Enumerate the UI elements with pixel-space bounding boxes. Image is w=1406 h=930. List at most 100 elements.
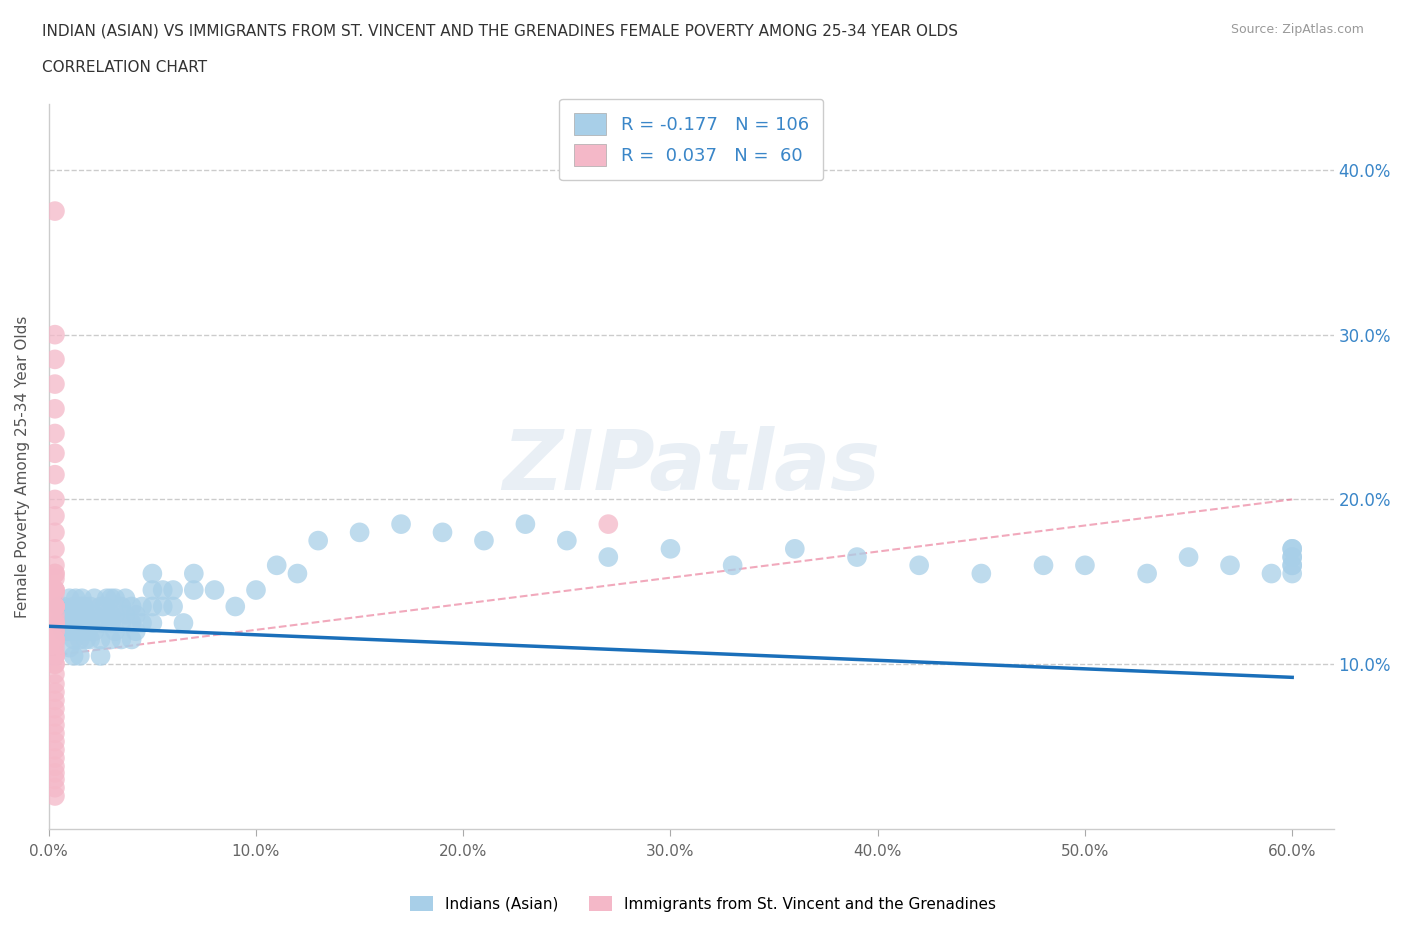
Point: [44, 402, 66, 417]
Point: [266, 558, 288, 573]
Y-axis label: Female Poverty Among 25-34 Year Olds: Female Poverty Among 25-34 Year Olds: [15, 315, 30, 618]
Point: [44, 616, 66, 631]
Point: [44, 599, 66, 614]
Point: [172, 616, 194, 631]
Point: [224, 599, 246, 614]
Point: [555, 533, 578, 548]
Point: [432, 525, 454, 539]
Point: [83, 607, 105, 622]
Point: [44, 645, 66, 660]
Point: [141, 616, 163, 631]
Point: [62, 648, 84, 663]
Point: [287, 566, 309, 581]
Point: [121, 599, 143, 614]
Point: [44, 204, 66, 219]
Point: [56, 624, 79, 639]
Legend: R = -0.177   N = 106, R =  0.037   N =  60: R = -0.177 N = 106, R = 0.037 N = 60: [560, 99, 823, 180]
Point: [44, 789, 66, 804]
Point: [90, 599, 112, 614]
Point: [44, 648, 66, 663]
Point: [131, 599, 153, 614]
Point: [44, 624, 66, 639]
Point: [44, 676, 66, 691]
Point: [1281, 566, 1303, 581]
Point: [44, 509, 66, 524]
Point: [93, 616, 115, 631]
Point: [44, 566, 66, 581]
Point: [62, 616, 84, 631]
Point: [141, 582, 163, 597]
Point: [110, 599, 132, 614]
Point: [1074, 558, 1097, 573]
Text: INDIAN (ASIAN) VS IMMIGRANTS FROM ST. VINCENT AND THE GRENADINES FEMALE POVERTY : INDIAN (ASIAN) VS IMMIGRANTS FROM ST. VI…: [42, 23, 957, 38]
Point: [79, 599, 101, 614]
Point: [100, 616, 122, 631]
Point: [44, 525, 66, 539]
Point: [44, 352, 66, 366]
Point: [183, 582, 205, 597]
Text: ZIPatlas: ZIPatlas: [502, 426, 880, 507]
Point: [44, 648, 66, 663]
Point: [307, 533, 329, 548]
Point: [70, 624, 93, 639]
Point: [389, 517, 412, 532]
Point: [1281, 541, 1303, 556]
Point: [1281, 558, 1303, 573]
Point: [44, 693, 66, 708]
Point: [44, 586, 66, 601]
Point: [114, 591, 136, 605]
Point: [48, 616, 70, 631]
Point: [90, 648, 112, 663]
Point: [100, 632, 122, 647]
Point: [121, 632, 143, 647]
Point: [69, 599, 91, 614]
Point: [90, 616, 112, 631]
Text: Source: ZipAtlas.com: Source: ZipAtlas.com: [1230, 23, 1364, 36]
Point: [104, 624, 127, 639]
Point: [79, 632, 101, 647]
Point: [125, 624, 148, 639]
Text: CORRELATION CHART: CORRELATION CHART: [42, 60, 207, 75]
Point: [58, 591, 80, 605]
Point: [1281, 550, 1303, 565]
Point: [515, 517, 537, 532]
Point: [44, 726, 66, 741]
Point: [44, 635, 66, 650]
Point: [44, 616, 66, 631]
Point: [598, 517, 620, 532]
Point: [44, 582, 66, 597]
Point: [162, 582, 184, 597]
Point: [1260, 566, 1282, 581]
Point: [44, 710, 66, 724]
Point: [44, 558, 66, 573]
Point: [183, 566, 205, 581]
Point: [1281, 550, 1303, 565]
Point: [44, 734, 66, 749]
Point: [100, 591, 122, 605]
Point: [598, 550, 620, 565]
Point: [44, 632, 66, 647]
Point: [472, 533, 495, 548]
Point: [141, 566, 163, 581]
Point: [44, 765, 66, 780]
Point: [44, 632, 66, 647]
Point: [152, 599, 174, 614]
Point: [1219, 558, 1241, 573]
Point: [48, 599, 70, 614]
Point: [44, 467, 66, 482]
Point: [44, 599, 66, 614]
Point: [110, 632, 132, 647]
Point: [110, 616, 132, 631]
Point: [846, 550, 869, 565]
Point: [659, 541, 682, 556]
Point: [44, 751, 66, 765]
Point: [245, 582, 267, 597]
Point: [44, 640, 66, 655]
Point: [44, 582, 66, 597]
Point: [121, 616, 143, 631]
Point: [90, 632, 112, 647]
Point: [52, 624, 75, 639]
Point: [44, 648, 66, 663]
Point: [96, 591, 118, 605]
Point: [70, 607, 93, 622]
